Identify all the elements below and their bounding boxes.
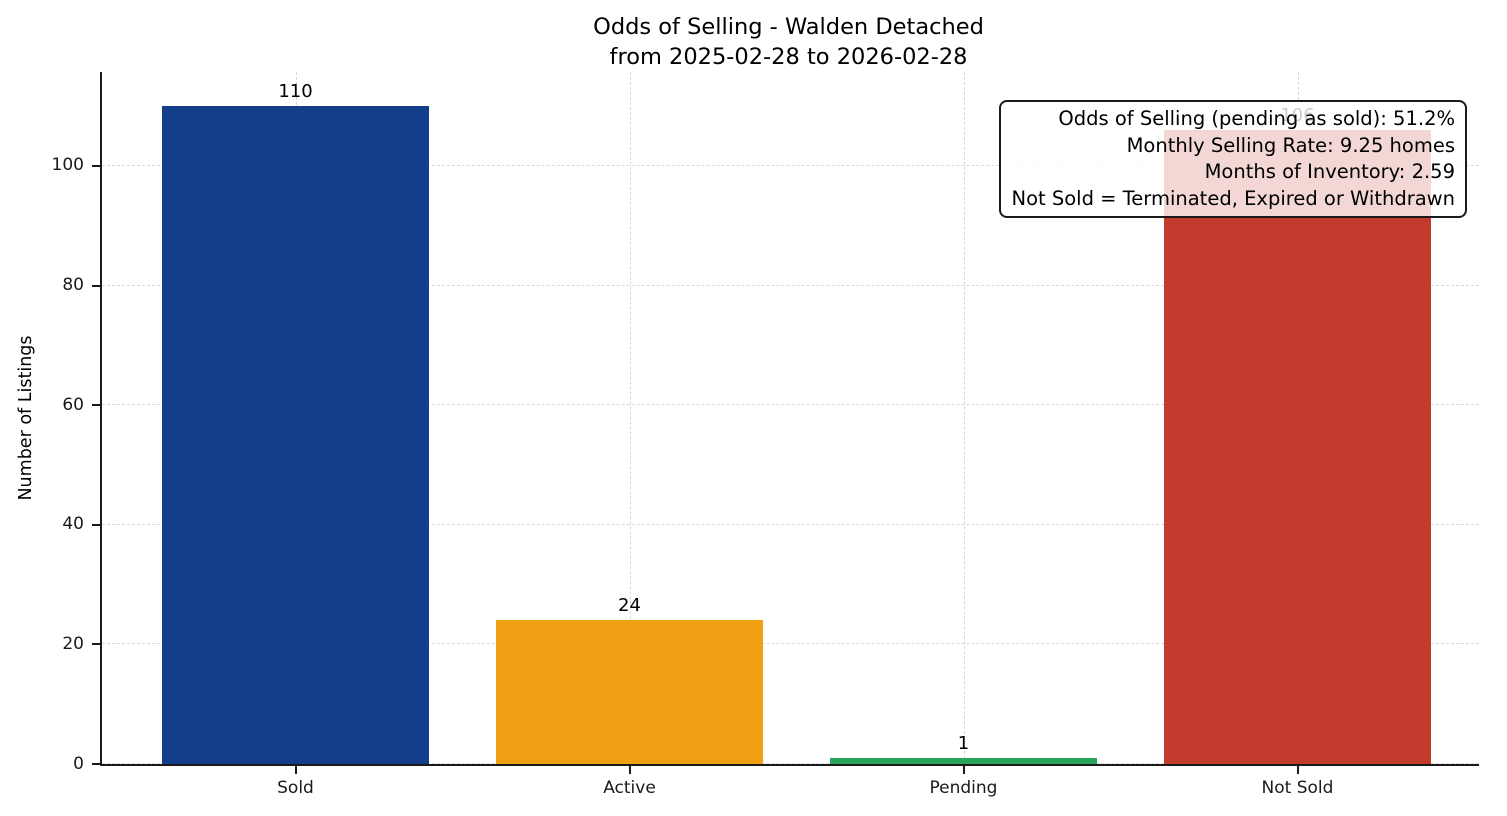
chart-title: Odds of Selling - Walden Detached — [593, 14, 984, 40]
x-tick-label-pending: Pending — [929, 778, 998, 798]
x-gridline — [963, 72, 965, 764]
y-tick-label: 80 — [62, 275, 84, 296]
bar-active — [496, 620, 763, 764]
y-gridline — [102, 523, 1479, 525]
bar-sold — [162, 106, 429, 764]
bar-not-sold — [1164, 130, 1431, 764]
y-tick-label: 40 — [62, 514, 84, 535]
y-tick-mark — [92, 643, 100, 646]
y-gridline — [102, 404, 1479, 406]
annotation-line-monthly-selling-rate: Monthly Selling Rate: 9.25 homes — [1126, 133, 1455, 157]
y-tick-mark — [92, 763, 100, 765]
annotation-line-odds-of-selling: Odds of Selling (pending as sold): 51.2% — [1058, 107, 1455, 130]
chart-subtitle: from 2025-02-28 to 2026-02-28 — [609, 44, 968, 70]
x-tick-mark — [294, 766, 297, 774]
y-gridline — [102, 284, 1479, 286]
x-tick-label-active: Active — [603, 778, 656, 798]
y-gridline — [102, 643, 1479, 645]
chart-title-block: Odds of Selling - Walden Detached from 2… — [100, 12, 1477, 72]
y-tick-label: 100 — [51, 155, 84, 176]
annotation-line-not-sold-definition: Not Sold = Terminated, Expired or Withdr… — [1011, 186, 1455, 210]
bar-value-label-pending: 1 — [957, 733, 970, 755]
y-tick-mark — [92, 523, 100, 526]
bar-value-label-sold: 110 — [278, 81, 313, 103]
x-gridline — [629, 72, 631, 764]
annotation-line-months-of-inventory: Months of Inventory: 2.59 — [1204, 160, 1455, 183]
x-tick-mark — [1296, 766, 1299, 774]
y-tick-label: 60 — [62, 394, 84, 415]
x-tick-mark — [628, 766, 631, 774]
x-tick-mark — [962, 766, 965, 774]
x-tick-label-sold: Sold — [277, 778, 314, 798]
y-tick-mark — [92, 164, 100, 167]
y-tick-mark — [92, 404, 100, 407]
x-tick-label-not-sold: Not Sold — [1261, 778, 1334, 798]
y-tick-mark — [92, 284, 100, 287]
bar-pending — [830, 758, 1097, 764]
y-tick-label: 20 — [62, 633, 84, 654]
y-axis-label: Number of Listings — [16, 335, 36, 501]
y-gridline — [102, 164, 1479, 166]
annotation-box: Odds of Selling (pending as sold): 51.2%… — [999, 100, 1467, 218]
y-gridline — [102, 763, 1479, 764]
bar-value-label-active: 24 — [618, 595, 641, 617]
plot-area: Odds of Selling (pending as sold): 51.2%… — [52, 72, 1479, 798]
y-tick-label: 0 — [73, 753, 84, 774]
